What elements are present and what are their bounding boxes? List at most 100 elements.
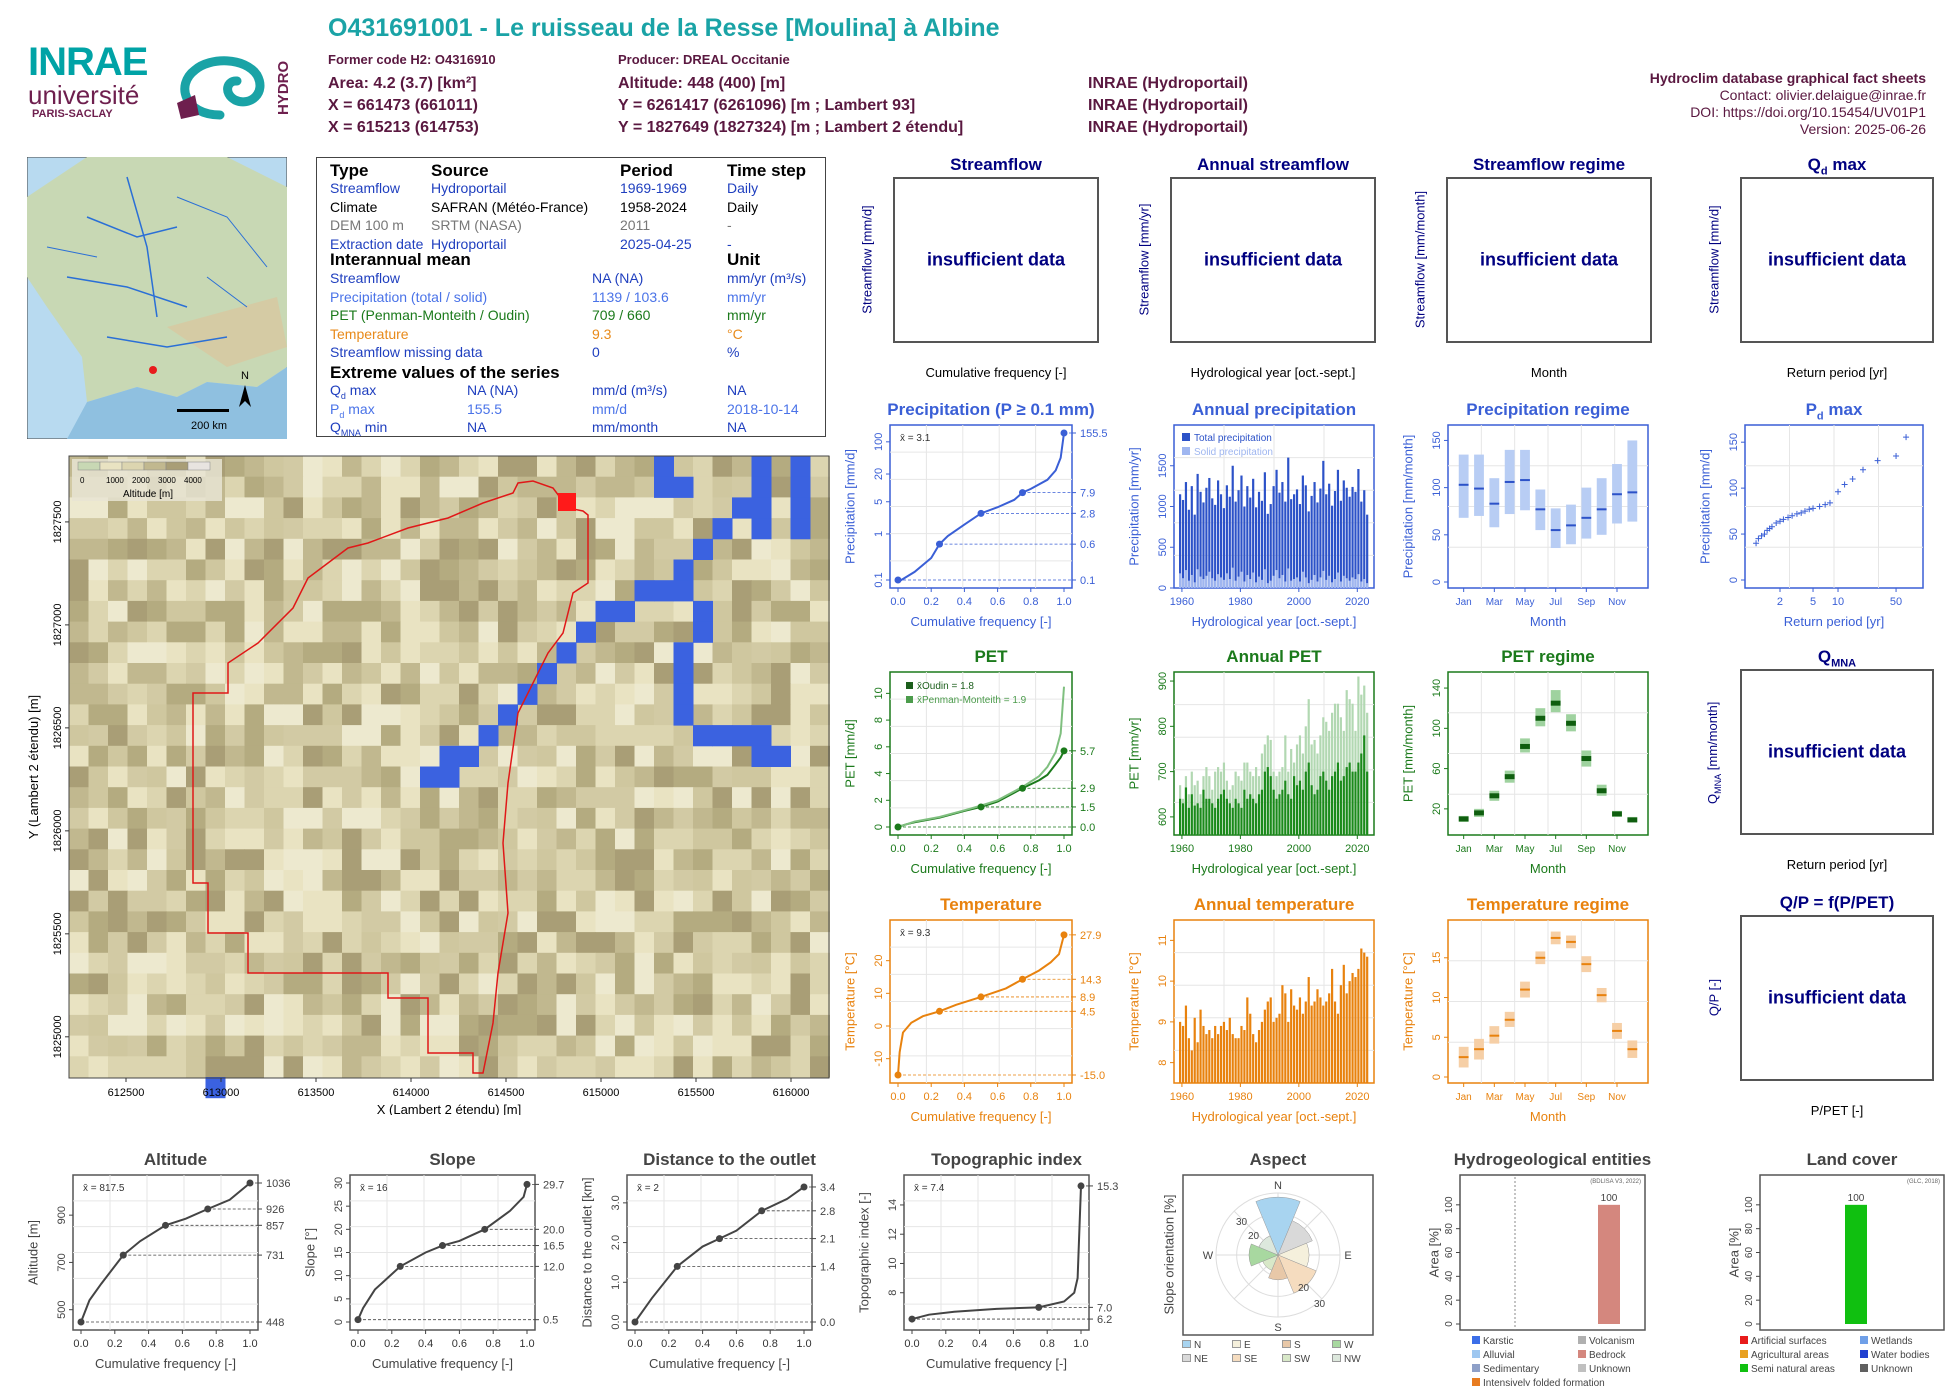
annual_precip-bar	[1179, 573, 1182, 588]
x-tick-label: 0.4	[972, 1338, 987, 1350]
annual_precip-bar	[1319, 488, 1322, 588]
x-tick-label: Mar	[1486, 597, 1504, 608]
aspect-sector	[1268, 1254, 1288, 1280]
hydrogeo-legend-item: Sedimentary	[1472, 1364, 1539, 1375]
x-tick-label: Sep	[1577, 844, 1595, 855]
aspect-legend-item: S	[1282, 1340, 1301, 1351]
y-tick-label: 20	[873, 468, 885, 480]
y-axis-label: Y (Lambert 2 étendu) [m]	[28, 695, 41, 839]
x-tick-label: Jan	[1456, 844, 1472, 855]
info-extreme-unit: mm/d	[592, 400, 627, 417]
pd-max-point	[1849, 475, 1856, 482]
annual_temp-bar	[1249, 1013, 1252, 1083]
doi-link[interactable]: DOI: https://doi.org/10.15454/UV01P1	[1690, 104, 1926, 120]
qp-plot: insufficient data	[1740, 915, 1934, 1081]
scale-bar	[177, 409, 229, 412]
annual_precip-bar	[1290, 580, 1293, 588]
annual_pet-bar	[1357, 676, 1360, 835]
y-lambert93: Y = 6261417 (6261096) [m ; Lambert 93]	[618, 97, 916, 114]
pet-plot: 5.7 2.9 1.5 0.0 0.0 0.2 0.4 0.6 0.8 1.0 0 2 4 6 8 10 x̄O…	[873, 671, 1095, 855]
pd-max-point	[1755, 535, 1762, 542]
source-3: INRAE (Hydroportail)	[1088, 119, 1248, 136]
annual_precip-bar	[1266, 583, 1269, 588]
quantile-point	[1019, 975, 1026, 983]
annual_precip-bar	[1345, 578, 1348, 588]
annual_precip-bar	[1222, 579, 1226, 588]
temp-ylabel: Temperature [°C]	[842, 951, 858, 1051]
x-tick-label: Jan	[1456, 597, 1472, 608]
annual_pet-bar	[1351, 771, 1354, 835]
annual_temp-bar	[1281, 985, 1284, 1083]
qp-xlabel: P/PET [-]	[1810, 1103, 1864, 1118]
annual_precip-bar	[1249, 497, 1252, 588]
legend-pm-swatch	[906, 696, 913, 703]
quantile-label: 7.0	[1097, 1302, 1112, 1314]
info-mean-unit: mm/yr	[727, 288, 766, 305]
annual_precip-bar	[1219, 494, 1223, 588]
x-tick-label: 0.6	[990, 843, 1005, 855]
annual_pet-bar	[1319, 776, 1322, 835]
streamflow_regime-title: Streamflow regime	[1472, 155, 1626, 174]
annual_pet-bar	[1243, 789, 1246, 835]
map-frame	[68, 455, 830, 1079]
legend-pm: x̄Penman-Monteith = 1.9	[917, 695, 1027, 706]
y-tick-label: 150	[1431, 431, 1443, 449]
temp_regime-xlabel: Month	[1529, 1109, 1567, 1124]
x-tick-label: 2020	[1345, 596, 1369, 608]
annual_pet-bar	[1366, 771, 1369, 835]
qp-message: insufficient data	[1767, 987, 1906, 1008]
annual_precip-bar	[1278, 492, 1281, 588]
y-tick-label: 0.0	[610, 1314, 622, 1329]
annual_pet-bar	[1278, 794, 1281, 835]
annual_precip-bar	[1196, 473, 1199, 588]
altitude-plot: 1036 926 857 731 448 0.0 0.2 0.4 0.6 0.8 1.0 500 700…	[56, 1174, 290, 1350]
legend-total: Total precipitation	[1194, 433, 1272, 444]
x-tick-label: 1.0	[1073, 1338, 1088, 1350]
contact-link[interactable]: Contact: olivier.delaigue@inrae.fr	[1719, 87, 1926, 103]
info-header-type: Type	[330, 161, 369, 180]
altitude-legend: 0 1000 2000 3000 4000 Altitude [m]	[72, 459, 222, 501]
qp-title: Q/P = f(P/PET)	[1779, 893, 1895, 912]
annual_pet-bar	[1339, 780, 1342, 835]
y-tick-label: 1826500	[52, 706, 64, 749]
pet_regime-title: PET regime	[1501, 647, 1595, 666]
quantile-label: 857	[266, 1220, 284, 1232]
annual_precip-bar	[1246, 574, 1249, 588]
aspect-legend-item: NW	[1332, 1354, 1361, 1365]
quantile-point	[1019, 784, 1026, 792]
info-mean-unit: mm/yr (m³/s)	[727, 270, 807, 286]
y-tick-label: 0	[1444, 1321, 1455, 1327]
quantile-point	[758, 1207, 766, 1215]
annual_precip-bar	[1345, 487, 1348, 588]
quantile-point	[396, 1262, 404, 1270]
x-tick-label: 1.0	[1056, 596, 1071, 608]
pd-max-point	[1768, 523, 1775, 530]
annual_precip-bar	[1208, 571, 1211, 588]
quantile-label: 12.0	[543, 1261, 564, 1273]
annual_pet-bar	[1255, 767, 1258, 835]
annual_pet-bar	[1354, 771, 1357, 835]
x-tick-label: 614000	[393, 1087, 430, 1099]
annual_precip-bar	[1310, 495, 1313, 588]
temp-plot: 27.9 14.3 8.9 4.5 -15.0 0.0 0.2 0.4 0.6 0.8 1.0 -10…	[873, 919, 1105, 1103]
annual_precip-bar	[1214, 580, 1217, 588]
x-tick-label: 0.6	[452, 1338, 467, 1350]
annual_temp-bar	[1202, 1025, 1205, 1083]
annual_temp-bar	[1319, 997, 1322, 1083]
annual_precip-bar	[1217, 574, 1220, 588]
info-extreme-value: NA (NA)	[467, 382, 519, 398]
x-tick-label: 5	[1810, 596, 1816, 608]
streamflow-ylabel: Streamflow [mm/d]	[859, 205, 875, 314]
annual_temp-bar	[1228, 1017, 1231, 1083]
annual_precip-bar	[1333, 579, 1337, 588]
annual_temp-bar	[1234, 1038, 1237, 1083]
y-tick-label: 0	[1157, 585, 1169, 591]
quantile-point	[162, 1221, 169, 1229]
pd-max-point	[1773, 520, 1780, 527]
info-mean-value: 9.3	[592, 325, 612, 342]
precip_regime-title: Precipitation regime	[1466, 400, 1630, 419]
x-tick-label: 2000	[1287, 596, 1311, 608]
quantile-label: 2.1	[820, 1234, 835, 1246]
annual_precip-bar	[1187, 509, 1190, 588]
landcover-legend-item: Unknown	[1860, 1364, 1913, 1375]
